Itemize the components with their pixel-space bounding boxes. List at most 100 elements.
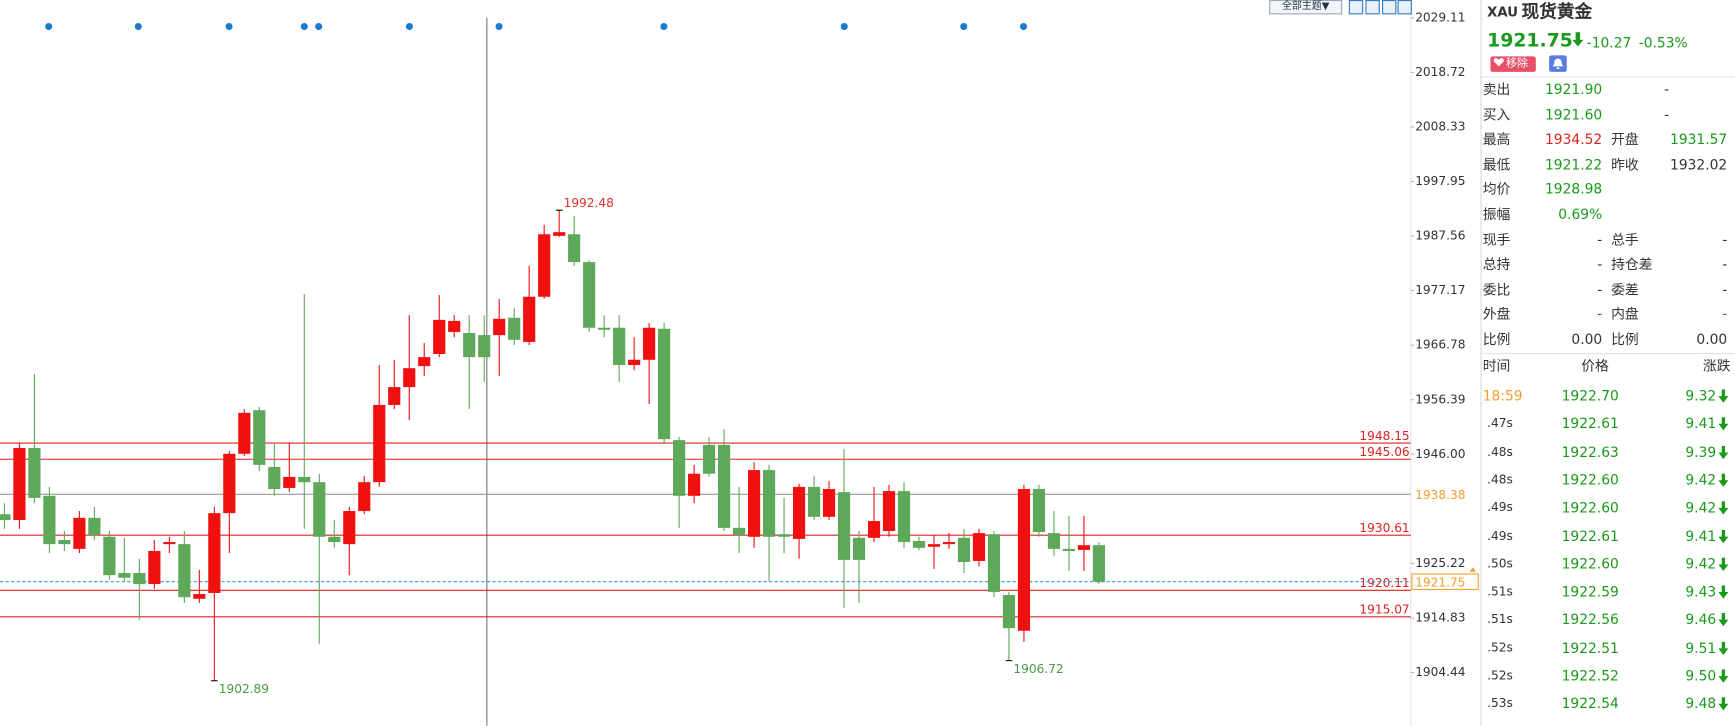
stat-label: 外盘 xyxy=(1482,305,1511,323)
candle-body xyxy=(688,473,701,496)
candle-body xyxy=(987,534,1001,592)
quote-panel: XAU 现货黄金 1921.75 -10.27 -0.53% 移除 卖出 1921… xyxy=(1480,0,1735,726)
candle-body xyxy=(448,320,461,332)
candle-body xyxy=(718,444,731,528)
candle-body xyxy=(957,537,971,562)
remove-button[interactable]: 移除 xyxy=(1490,56,1536,72)
tick-time: .50s xyxy=(1487,556,1513,571)
level-label: 1948.15 xyxy=(1359,429,1409,443)
down-arrow xyxy=(1718,613,1729,627)
tick-change: 9.46 xyxy=(1685,611,1717,628)
candle-body xyxy=(598,327,611,330)
table-header: 涨跌 xyxy=(1702,357,1731,374)
candle-body xyxy=(0,514,11,520)
candle-body xyxy=(103,536,116,576)
candle-body xyxy=(493,318,506,336)
candle-body xyxy=(148,550,161,585)
tick-price: 1922.59 xyxy=(1561,583,1619,600)
candle-body xyxy=(223,453,236,514)
candle-body xyxy=(882,491,896,532)
down-arrow xyxy=(1718,529,1729,543)
candle-body xyxy=(568,234,581,263)
level-label: 1930.61 xyxy=(1359,521,1409,535)
stat-label: 现手 xyxy=(1482,230,1511,248)
tool-icon[interactable] xyxy=(1365,0,1380,15)
stat-value: - xyxy=(1597,280,1603,298)
tick-time: .49s xyxy=(1487,500,1513,515)
extreme-label: 1992.48 xyxy=(564,196,614,210)
bell-icon xyxy=(1552,58,1564,70)
tick-price: 1922.60 xyxy=(1561,555,1619,572)
candle-body xyxy=(613,327,626,366)
candle-body xyxy=(1017,488,1031,631)
tick-time: .48s xyxy=(1487,472,1513,487)
candle-body xyxy=(897,491,911,543)
tool-icon[interactable] xyxy=(1397,0,1412,15)
candle-body xyxy=(43,495,56,545)
candle-body xyxy=(747,470,761,537)
candle-body xyxy=(762,470,776,537)
candle-body xyxy=(463,332,476,358)
down-arrow xyxy=(1718,445,1729,459)
stat-label: 内盘 xyxy=(1611,305,1639,323)
down-arrow xyxy=(1718,697,1729,711)
change: -10.27 xyxy=(1586,34,1632,51)
stat-value: - xyxy=(1722,280,1728,298)
candle-body xyxy=(508,317,521,340)
stat-value: - xyxy=(1664,105,1670,123)
y-tick-label: 1904.44 xyxy=(1415,665,1466,679)
stat-label: 开盘 xyxy=(1611,130,1639,148)
stat-value: 1931.57 xyxy=(1670,130,1728,148)
candle-body xyxy=(133,573,146,585)
stat-label: 买入 xyxy=(1482,105,1511,123)
current-price-label: 1921.75 xyxy=(1415,575,1465,589)
price: 1921.75 xyxy=(1487,29,1573,53)
stat-value: 1921.22 xyxy=(1545,155,1603,173)
candle-body xyxy=(478,335,491,358)
tick-price: 1922.63 xyxy=(1561,443,1619,460)
heart-icon xyxy=(1493,58,1504,67)
tool-icon[interactable] xyxy=(1382,0,1397,15)
stat-label: 委差 xyxy=(1611,280,1639,298)
stat-label: 持仓差 xyxy=(1611,255,1653,273)
tick-price: 1922.54 xyxy=(1561,695,1619,712)
tick-change: 9.41 xyxy=(1685,527,1717,544)
candle-body xyxy=(238,412,251,454)
y-tick-label: 1997.95 xyxy=(1415,174,1465,188)
candle-body xyxy=(283,476,296,488)
tick-price: 1922.60 xyxy=(1561,499,1619,516)
stat-label: 昨收 xyxy=(1611,155,1639,173)
tick-time: .49s xyxy=(1487,528,1513,543)
stat-value: 1921.60 xyxy=(1545,105,1603,123)
candle-body xyxy=(822,488,836,517)
tick-change: 9.51 xyxy=(1685,639,1717,656)
theme-button[interactable]: 全部主题▼ xyxy=(1269,0,1343,15)
candle-body xyxy=(58,539,71,545)
stat-label: 最高 xyxy=(1482,130,1511,148)
y-tick-label: 1946.00 xyxy=(1415,447,1465,461)
candle-body xyxy=(658,328,671,440)
candle-body xyxy=(1062,548,1076,551)
stat-label: 振幅 xyxy=(1482,205,1511,223)
tick-time: .51s xyxy=(1487,584,1513,599)
tick-time: .52s xyxy=(1487,640,1513,655)
stat-value: 0.00 xyxy=(1696,330,1728,348)
tool-icon[interactable] xyxy=(1348,0,1364,15)
stat-label: 总手 xyxy=(1611,230,1639,248)
stat-label: 均价 xyxy=(1482,180,1511,198)
alert-button[interactable] xyxy=(1549,55,1567,72)
candle-body xyxy=(553,232,566,236)
stat-value: - xyxy=(1664,80,1670,98)
candle-body xyxy=(942,542,956,545)
down-arrow xyxy=(1718,585,1729,599)
candle-body xyxy=(358,482,371,512)
candle-body xyxy=(373,404,386,483)
stat-value: - xyxy=(1722,305,1728,323)
stat-label: 比例 xyxy=(1482,330,1511,348)
event-markers xyxy=(45,23,1028,31)
tick-time: .47s xyxy=(1487,416,1513,431)
tick-time: .51s xyxy=(1487,612,1513,627)
y-tick-label: 1966.78 xyxy=(1415,338,1465,352)
stat-value: 1932.02 xyxy=(1670,155,1728,173)
candle-body xyxy=(88,517,101,536)
